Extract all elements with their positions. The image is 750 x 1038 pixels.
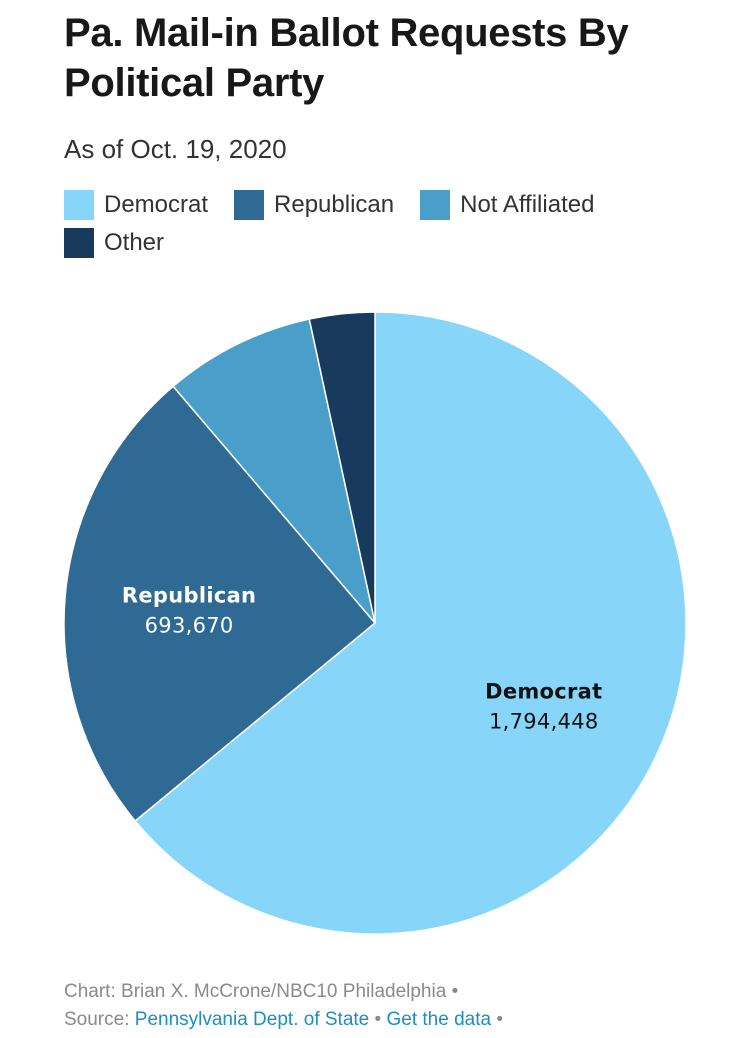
legend-item-democrat: Democrat (64, 190, 208, 220)
footer-source-line: Source: Pennsylvania Dept. of State • Ge… (64, 1006, 724, 1034)
legend-row: Other (64, 224, 704, 262)
legend-item-republican: Republican (234, 190, 394, 220)
legend-swatch-other (64, 228, 94, 258)
chart-title: Pa. Mail-in Ballot Requests By Political… (64, 11, 629, 105)
footer-bullet: • (374, 1009, 382, 1030)
slice-value-republican: 693,670 (145, 614, 234, 638)
pie-slice-not-affiliated (172, 318, 376, 624)
footer-credit: Chart: Brian X. McCrone/NBC10 Philadelph… (64, 981, 447, 1002)
footer-source-prefix: Source: (64, 1009, 130, 1030)
legend-swatch-not-affiliated (420, 190, 451, 220)
slice-label-republican: Republican (122, 584, 256, 608)
legend-label-not-affiliated: Not Affiliated (460, 191, 595, 218)
legend-item-other: Other (64, 228, 164, 258)
legend-label-republican: Republican (274, 191, 395, 218)
chart-footer: Chart: Brian X. McCrone/NBC10 Philadelph… (64, 978, 724, 1034)
legend-row: Democrat Republican Not Affiliated (64, 186, 704, 224)
legend-item-not-affiliated: Not Affiliated (420, 190, 594, 220)
source-link[interactable]: Pennsylvania Dept. of State (134, 1009, 370, 1030)
chart-legend: Democrat Republican Not Affiliated Other (64, 186, 704, 262)
chart-subtitle: As of Oct. 19, 2020 (64, 134, 287, 164)
slice-label-democrat: Democrat (485, 680, 602, 704)
slice-value-democrat: 1,794,448 (489, 710, 599, 734)
pie-slice-democrat (134, 311, 687, 935)
legend-label-democrat: Democrat (104, 191, 209, 218)
legend-swatch-republican (234, 190, 265, 220)
legend-swatch-democrat (64, 190, 94, 220)
footer-credit-line: Chart: Brian X. McCrone/NBC10 Philadelph… (64, 978, 724, 1006)
legend-label-other: Other (104, 229, 165, 256)
footer-bullet: • (496, 1009, 503, 1030)
pie-slice-other (308, 311, 376, 624)
footer-bullet: • (451, 981, 459, 1002)
get-the-data-link[interactable]: Get the data (386, 1009, 492, 1030)
pie-slice-republican (63, 385, 376, 822)
